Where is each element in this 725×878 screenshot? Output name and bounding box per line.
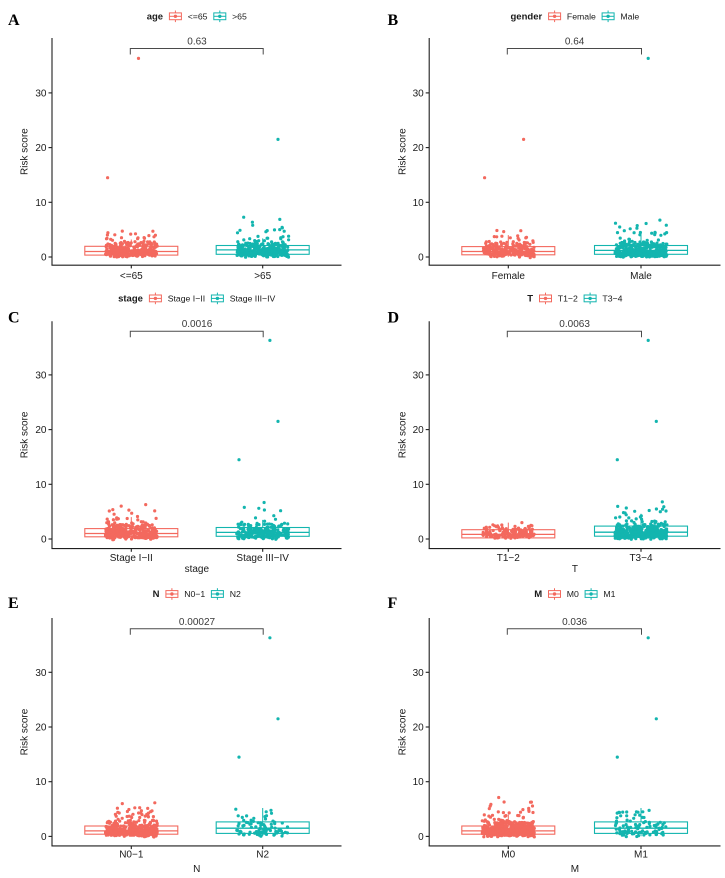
- svg-text:20: 20: [35, 425, 47, 436]
- svg-text:N0−1: N0−1: [184, 589, 205, 599]
- svg-text:T1−2: T1−2: [497, 553, 521, 564]
- svg-text:>65: >65: [232, 11, 247, 21]
- svg-text:D: D: [388, 310, 400, 327]
- svg-text:N: N: [153, 589, 160, 600]
- svg-text:Risk score: Risk score: [19, 411, 30, 458]
- svg-text:Risk score: Risk score: [397, 128, 408, 175]
- svg-text:F: F: [388, 595, 398, 612]
- svg-text:20: 20: [35, 143, 47, 154]
- svg-text:0.64: 0.64: [565, 37, 585, 48]
- svg-text:N0−1: N0−1: [119, 850, 144, 861]
- svg-text:10: 10: [35, 480, 47, 491]
- svg-text:20: 20: [413, 143, 425, 154]
- svg-text:T1−2: T1−2: [558, 294, 578, 304]
- svg-text:30: 30: [35, 370, 47, 381]
- svg-text:10: 10: [413, 777, 425, 788]
- svg-text:0: 0: [41, 253, 47, 264]
- svg-text:C: C: [8, 310, 20, 327]
- svg-text:0: 0: [41, 535, 47, 546]
- svg-text:stage: stage: [118, 294, 143, 305]
- svg-text:Stage I−II: Stage I−II: [110, 553, 153, 564]
- svg-text:M: M: [534, 589, 542, 600]
- svg-text:Female: Female: [567, 11, 596, 21]
- svg-text:M: M: [571, 864, 579, 875]
- svg-text:0.0016: 0.0016: [182, 319, 213, 330]
- svg-text:0.00027: 0.00027: [179, 617, 216, 628]
- svg-text:10: 10: [413, 198, 425, 209]
- svg-text:0.0063: 0.0063: [559, 319, 590, 330]
- svg-text:>65: >65: [254, 271, 271, 282]
- svg-text:30: 30: [413, 88, 425, 99]
- svg-text:10: 10: [35, 198, 47, 209]
- svg-text:Male: Male: [620, 11, 639, 21]
- svg-text:M0: M0: [567, 589, 579, 599]
- svg-text:M1: M1: [603, 589, 615, 599]
- svg-text:N2: N2: [230, 589, 241, 599]
- svg-text:E: E: [8, 595, 19, 612]
- svg-text:20: 20: [413, 425, 425, 436]
- svg-text:M0: M0: [501, 850, 515, 861]
- svg-text:20: 20: [413, 723, 425, 734]
- svg-text:gender: gender: [511, 12, 543, 23]
- svg-text:N: N: [193, 864, 200, 875]
- svg-text:0: 0: [418, 253, 424, 264]
- svg-text:<=65: <=65: [120, 271, 143, 282]
- svg-text:30: 30: [35, 668, 47, 679]
- svg-text:N2: N2: [256, 850, 269, 861]
- svg-text:T3−4: T3−4: [602, 294, 622, 304]
- svg-text:M1: M1: [634, 850, 648, 861]
- svg-text:Stage III−IV: Stage III−IV: [230, 294, 276, 304]
- svg-text:0: 0: [41, 832, 47, 843]
- svg-text:T: T: [572, 564, 578, 575]
- svg-text:stage: stage: [185, 564, 210, 575]
- svg-text:0: 0: [418, 832, 424, 843]
- svg-text:20: 20: [35, 723, 47, 734]
- svg-text:0: 0: [418, 535, 424, 546]
- svg-text:Male: Male: [630, 271, 652, 282]
- svg-text:Risk score: Risk score: [397, 411, 408, 458]
- svg-text:T3−4: T3−4: [629, 553, 653, 564]
- svg-text:Risk score: Risk score: [19, 128, 30, 175]
- svg-text:Stage III−IV: Stage III−IV: [236, 553, 289, 564]
- svg-text:T: T: [527, 294, 533, 305]
- svg-text:Stage I−II: Stage I−II: [168, 294, 205, 304]
- svg-text:0.63: 0.63: [187, 37, 207, 48]
- svg-text:30: 30: [413, 370, 425, 381]
- svg-text:10: 10: [413, 480, 425, 491]
- svg-text:B: B: [388, 12, 399, 29]
- svg-text:30: 30: [413, 668, 425, 679]
- svg-text:Female: Female: [492, 271, 526, 282]
- svg-text:<=65: <=65: [188, 11, 208, 21]
- svg-text:30: 30: [35, 88, 47, 99]
- svg-text:Risk score: Risk score: [397, 708, 408, 755]
- svg-text:Risk score: Risk score: [19, 708, 30, 755]
- svg-text:10: 10: [35, 777, 47, 788]
- svg-text:0.036: 0.036: [562, 617, 587, 628]
- svg-text:age: age: [147, 12, 163, 23]
- svg-text:A: A: [8, 12, 20, 29]
